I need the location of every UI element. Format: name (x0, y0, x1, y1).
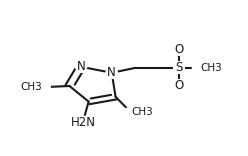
Circle shape (106, 69, 118, 76)
Text: CH3: CH3 (21, 82, 43, 92)
Text: N: N (77, 60, 85, 73)
Circle shape (35, 82, 50, 92)
Circle shape (192, 63, 208, 73)
Text: CH3: CH3 (200, 63, 222, 73)
Text: N: N (107, 66, 116, 79)
Circle shape (123, 108, 139, 117)
Circle shape (174, 65, 184, 71)
Text: S: S (175, 61, 183, 74)
Text: CH3: CH3 (131, 107, 153, 117)
Circle shape (75, 63, 87, 70)
Text: O: O (174, 80, 184, 93)
Text: H2N: H2N (70, 116, 95, 129)
Circle shape (74, 116, 92, 128)
Circle shape (174, 83, 184, 89)
Circle shape (174, 47, 184, 53)
Text: O: O (174, 44, 184, 56)
